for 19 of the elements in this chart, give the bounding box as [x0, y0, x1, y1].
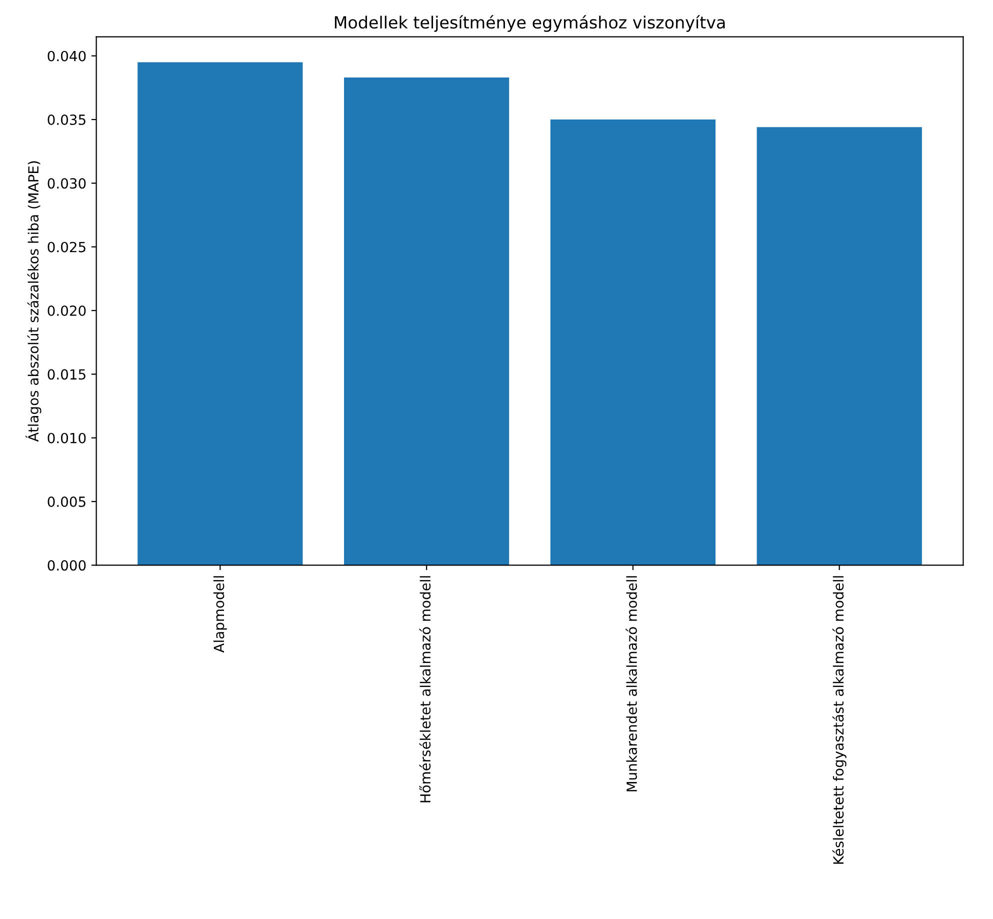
y-tick-label: 0.025	[48, 242, 86, 252]
bar	[550, 120, 716, 566]
y-tick-label: 0.040	[48, 50, 86, 62]
y-axis-title: Átlagos abszolút százalékos hiba (MAPE)	[26, 161, 42, 442]
bar	[756, 127, 922, 566]
chart-title: Modellek teljesítménye egymáshoz viszonyítva	[334, 15, 725, 32]
x-tick-label: Késleltetett fogyasztást alkalmazó modell	[832, 576, 846, 864]
y-tick-label: 0.020	[48, 305, 86, 316]
x-tick-label: Munkarendet alkalmazó modell	[626, 576, 637, 792]
y-tick-label: 0.000	[48, 560, 86, 571]
x-tick-label: Alapmodell	[213, 576, 227, 653]
x-tick-label: Hőmérsékletet alkalmazó modell	[419, 576, 431, 802]
y-tick-label: 0.030	[48, 178, 86, 189]
y-tick-label: 0.035	[48, 114, 86, 125]
y-tick-label: 0.005	[48, 496, 86, 507]
y-tick-label: 0.015	[48, 369, 86, 380]
bar	[138, 62, 303, 566]
y-tick-label: 0.010	[48, 432, 86, 444]
bar	[344, 78, 510, 566]
